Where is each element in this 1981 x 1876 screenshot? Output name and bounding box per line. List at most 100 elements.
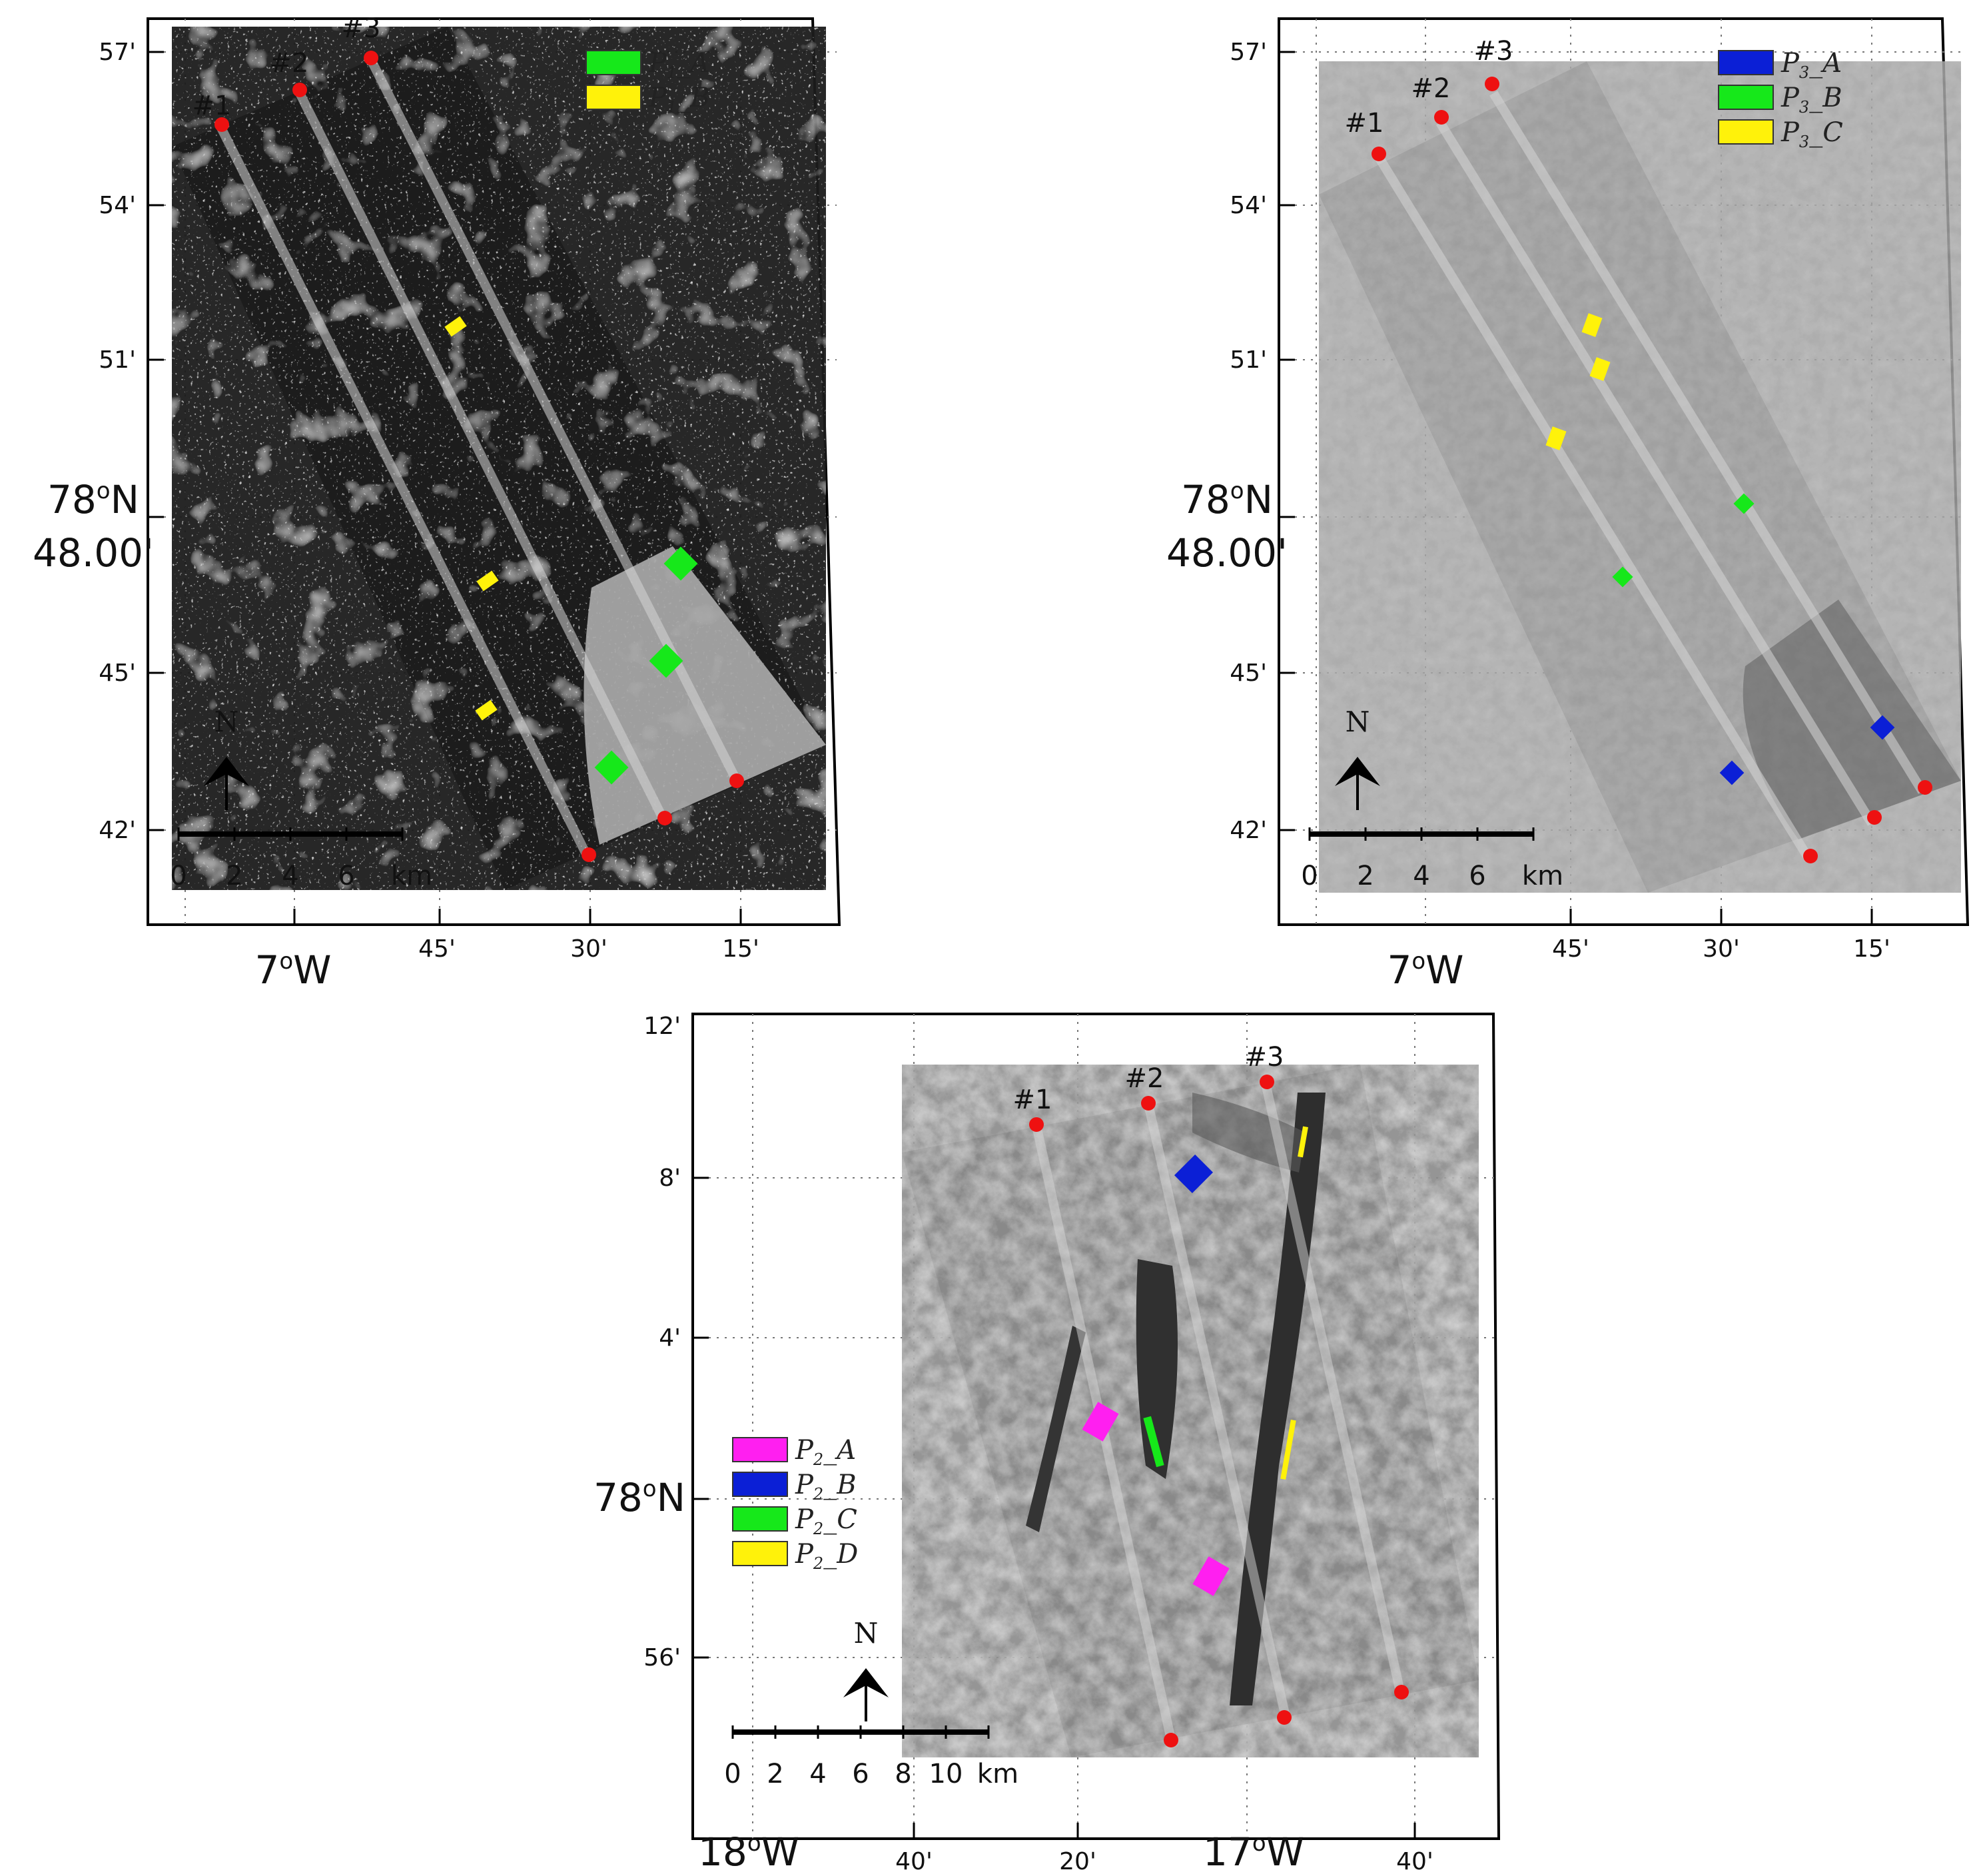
scale-label: 4 (809, 1759, 826, 1789)
patch-p1-a (663, 546, 698, 581)
legend-swatch (586, 85, 641, 110)
patch-p2-d (1280, 1419, 1296, 1480)
legend-swatch (732, 1506, 788, 1532)
track-endpoint (1485, 77, 1499, 91)
map-frame (147, 17, 841, 926)
scale-bar: 0 2 4 6 8 10 km (724, 1725, 1018, 1789)
ice-texture (902, 1065, 1479, 1757)
panel-p3: #1 #2 #3 57' 54' 51' 45' 42' 78oN 48.00' 45' 30' 15'… (1166, 17, 1970, 993)
patch-p2-b (1174, 1155, 1213, 1193)
panel-p1: #1 #2 #3 57' 54' 51' 45' 42' 78oN 48.00' 45' 30' 15'… (33, 13, 841, 993)
patch-p3-b (1733, 493, 1755, 514)
lat-tick-label: 42' (1230, 817, 1267, 844)
north-arrow-icon: N (1335, 705, 1380, 810)
lon-tick-label: 40' (895, 1848, 933, 1875)
track-endpoint (1029, 1117, 1044, 1132)
scale-label: 8 (895, 1759, 911, 1789)
north-label: N (214, 705, 239, 738)
sar-image (172, 27, 826, 890)
lon-tick-label: 40' (1396, 1848, 1433, 1875)
legend-swatch (732, 1472, 788, 1497)
track-endpoint (292, 83, 307, 97)
legend-item: P1_B (586, 83, 710, 117)
sar-swath (1375, 155, 1813, 862)
scale-label: 4 (1413, 861, 1429, 891)
legend-label: P3_C (1781, 117, 1843, 151)
sar-swath (1436, 120, 1876, 826)
patch-p2-a (1082, 1402, 1119, 1442)
track-endpoint (364, 51, 378, 65)
sar-swath (1144, 1103, 1292, 1724)
legend-swatch (732, 1541, 788, 1566)
track-label: #1 (1013, 1085, 1052, 1115)
lat-tick-label: 57' (1230, 39, 1267, 66)
scale-label: 0 (1301, 861, 1318, 891)
north-arrow-icon: N (204, 705, 249, 810)
legend-item: P2_A (732, 1435, 856, 1469)
legend-label: P3_A (1781, 48, 1842, 82)
legend-item: P2_B (732, 1470, 857, 1504)
track-endpoint (1164, 1733, 1178, 1747)
track-endpoint (1141, 1096, 1156, 1111)
lat-main-label: 78oN (47, 477, 139, 522)
scale-label: 0 (724, 1759, 741, 1789)
scale-bar: 0 2 4 6 km (1301, 827, 1563, 891)
sar-image (1319, 61, 1961, 893)
legend-label: P2_D (795, 1539, 858, 1573)
scale-unit: km (391, 861, 432, 891)
lon-tick-label: 30' (570, 935, 607, 963)
scale-label: 10 (929, 1759, 963, 1789)
lat-tick-label: 54' (99, 192, 136, 219)
lat-tick-label: 54' (1230, 192, 1267, 219)
lat-tick-label: 51' (1230, 346, 1267, 374)
lat-tick-label: 45' (99, 660, 136, 687)
legend-label: P1_B (648, 83, 710, 117)
sar-swath (1489, 91, 1926, 794)
patch-p3-c (1581, 313, 1603, 337)
lat-tick-label: 42' (99, 817, 136, 844)
lon-main-label: 7oW (1387, 947, 1463, 993)
lon-tick-label: 15' (1853, 935, 1890, 963)
scale-label: 6 (852, 1759, 869, 1789)
track-endpoint (729, 773, 744, 788)
scale-label: 2 (226, 861, 242, 891)
lat-main-minutes: 48.00' (33, 530, 154, 576)
legend-label: P2_A (795, 1435, 856, 1469)
legend-item: P1_A (586, 48, 709, 82)
track-label: #2 (270, 48, 309, 79)
patch-p1-b (444, 316, 467, 337)
track-label: #3 (1474, 36, 1513, 67)
sar-swath (215, 123, 591, 857)
scale-unit: km (977, 1759, 1018, 1789)
legend-label: P2_C (795, 1504, 857, 1538)
scale-label: 2 (1357, 861, 1374, 891)
patch-p2-c (1143, 1416, 1164, 1468)
lon-tick-label: 45' (1552, 935, 1589, 963)
scale-bar: 0 2 4 6 km (170, 827, 432, 891)
lead (1026, 1326, 1086, 1532)
track-endpoint (1372, 147, 1386, 161)
track-label: #1 (193, 91, 232, 121)
track-endpoint (1277, 1710, 1292, 1725)
legend-item: P3_A (1718, 48, 1842, 82)
lon-tick-label: 15' (722, 935, 759, 963)
scale-label: 6 (1469, 861, 1485, 891)
lon-tick-label: 20' (1059, 1848, 1096, 1875)
track-endpoint (1260, 1075, 1274, 1089)
track-label: #1 (1345, 108, 1384, 139)
panel-p2: #1 #2 #3 12' 8' 4' 56' 78oN 40' 20' 40' 18oW 17oW P2_… (594, 1013, 1501, 1875)
patch-p3-a (1719, 760, 1745, 785)
patch-p3-c (1589, 357, 1611, 381)
legend-item: P2_D (732, 1539, 858, 1573)
scale-label: 2 (767, 1759, 783, 1789)
lat-tick-label: 12' (643, 1013, 681, 1040)
legend-swatch (732, 1437, 788, 1462)
patch-p1-a (649, 644, 683, 678)
legend-item: P3_B (1718, 83, 1842, 117)
patch-p3-a (1870, 715, 1895, 740)
lat-main-minutes: 48.00' (1166, 530, 1288, 576)
open-water (584, 546, 826, 845)
patch-p1-b (476, 570, 499, 592)
lat-tick-label: 57' (99, 39, 136, 66)
north-arrow-icon: N (843, 1617, 889, 1721)
